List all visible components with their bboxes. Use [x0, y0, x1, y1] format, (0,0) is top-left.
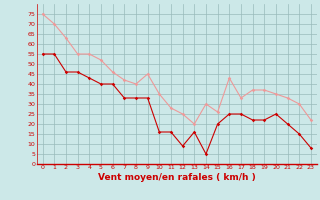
X-axis label: Vent moyen/en rafales ( km/h ): Vent moyen/en rafales ( km/h )	[98, 173, 256, 182]
